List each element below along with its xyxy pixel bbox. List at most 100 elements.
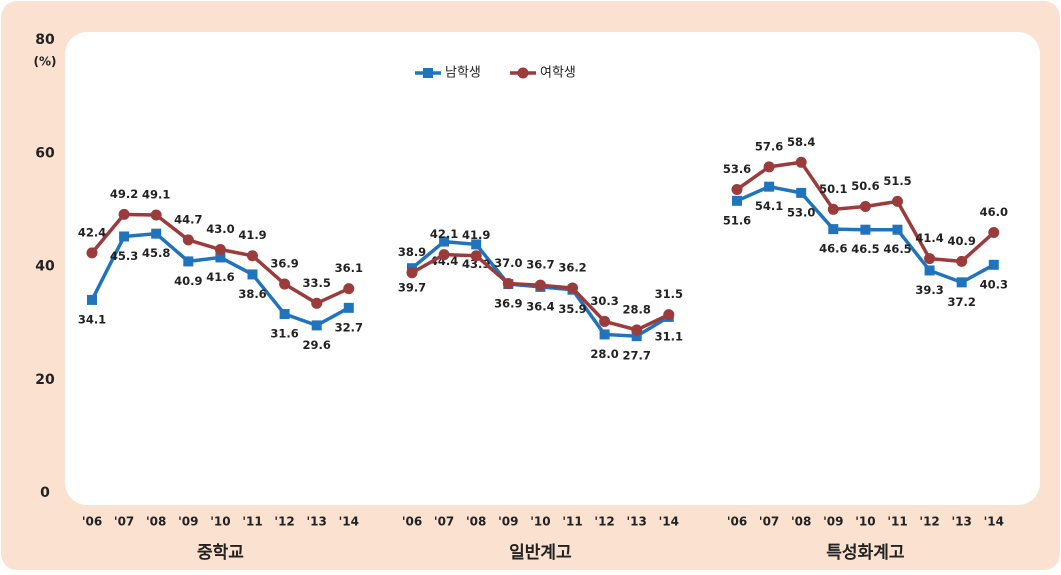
x-tick-label: '08 xyxy=(146,515,166,529)
marker xyxy=(534,279,546,291)
marker xyxy=(892,224,903,235)
y-tick-label: 80 xyxy=(35,32,55,48)
value-label: 37.2 xyxy=(948,295,976,309)
x-tick-label: '09 xyxy=(178,515,198,529)
value-label: 58.4 xyxy=(787,135,815,149)
marker xyxy=(795,156,807,168)
marker xyxy=(470,250,482,262)
marker xyxy=(827,203,839,215)
value-label: 46.5 xyxy=(883,242,911,256)
value-label: 46.6 xyxy=(819,242,847,256)
x-tick-label: '14 xyxy=(339,515,359,529)
value-label: 42.4 xyxy=(78,225,106,239)
marker xyxy=(119,231,130,242)
value-label: 36.2 xyxy=(558,261,586,275)
marker xyxy=(247,269,258,280)
x-tick-label: '13 xyxy=(627,515,647,529)
group-label: 특성화계고 xyxy=(826,543,905,563)
value-label: 41.9 xyxy=(462,228,490,242)
x-tick-label: '06 xyxy=(402,515,422,529)
value-label: 38.6 xyxy=(238,287,266,301)
value-label: 36.4 xyxy=(526,299,554,313)
marker xyxy=(311,297,323,309)
value-label: 37.0 xyxy=(494,256,522,270)
x-tick-label: '10 xyxy=(530,515,550,529)
marker xyxy=(471,239,482,250)
marker xyxy=(924,253,936,265)
value-label: 45.3 xyxy=(110,249,138,263)
marker xyxy=(151,228,162,239)
x-tick-label: '10 xyxy=(210,515,230,529)
marker xyxy=(924,265,935,276)
value-label: 46.0 xyxy=(980,205,1008,219)
value-label: 36.1 xyxy=(335,261,363,275)
marker xyxy=(828,224,839,235)
value-label: 36.7 xyxy=(526,258,554,272)
value-label: 43.0 xyxy=(206,222,234,236)
value-label: 33.5 xyxy=(303,276,331,290)
value-label: 54.1 xyxy=(755,199,783,213)
value-label: 39.3 xyxy=(915,283,943,297)
value-label: 53.0 xyxy=(787,205,815,219)
x-tick-label: '06 xyxy=(82,515,102,529)
value-label: 32.7 xyxy=(335,320,363,334)
marker xyxy=(343,283,355,295)
value-label: 30.3 xyxy=(590,294,618,308)
marker xyxy=(631,331,642,342)
value-label: 46.5 xyxy=(851,242,879,256)
marker xyxy=(763,161,775,173)
value-label: 44.7 xyxy=(174,212,202,226)
group-label: 일반계고 xyxy=(509,543,572,563)
plot-background xyxy=(65,32,1040,505)
marker xyxy=(502,277,514,289)
marker xyxy=(599,315,611,327)
value-label: 40.3 xyxy=(980,277,1008,291)
x-tick-label: '12 xyxy=(274,515,294,529)
value-label: 36.9 xyxy=(494,297,522,311)
value-label: 51.6 xyxy=(723,213,751,227)
legend-label: 여학생 xyxy=(540,66,576,81)
value-label: 38.9 xyxy=(398,245,426,259)
y-unit: (%) xyxy=(34,55,57,69)
value-label: 28.8 xyxy=(623,302,651,316)
value-label: 31.6 xyxy=(270,327,298,341)
marker xyxy=(631,324,643,336)
y-tick-label: 20 xyxy=(35,372,55,388)
marker xyxy=(406,267,418,279)
value-label: 40.9 xyxy=(174,274,202,288)
value-label: 42.1 xyxy=(430,227,458,241)
value-label: 39.7 xyxy=(398,281,426,295)
group-label: 중학교 xyxy=(197,543,244,563)
value-label: 41.9 xyxy=(238,228,266,242)
marker xyxy=(118,208,130,220)
marker xyxy=(764,181,775,192)
value-label: 53.6 xyxy=(723,162,751,176)
marker xyxy=(150,209,162,221)
marker xyxy=(892,195,903,207)
x-tick-label: '14 xyxy=(984,515,1004,529)
value-label: 51.5 xyxy=(883,174,911,188)
marker xyxy=(663,309,675,321)
legend-label: 남학생 xyxy=(445,66,481,81)
marker xyxy=(859,200,871,212)
marker xyxy=(860,224,871,235)
value-label: 31.5 xyxy=(655,287,683,301)
legend-marker xyxy=(423,68,433,78)
x-tick-label: '07 xyxy=(114,515,134,529)
marker xyxy=(87,294,97,305)
marker xyxy=(214,244,226,256)
y-tick-label: 60 xyxy=(35,145,55,161)
x-tick-label: '09 xyxy=(823,515,843,529)
value-label: 45.8 xyxy=(142,246,170,260)
marker xyxy=(279,278,291,290)
x-tick-label: '06 xyxy=(727,515,747,529)
value-label: 49.1 xyxy=(142,187,170,201)
x-tick-label: '09 xyxy=(498,515,518,529)
value-label: 29.6 xyxy=(303,338,331,352)
value-label: 27.7 xyxy=(623,349,651,363)
x-tick-label: '11 xyxy=(242,515,262,529)
x-tick-label: '13 xyxy=(307,515,327,529)
legend-marker xyxy=(517,67,529,79)
x-tick-label: '12 xyxy=(594,515,614,529)
